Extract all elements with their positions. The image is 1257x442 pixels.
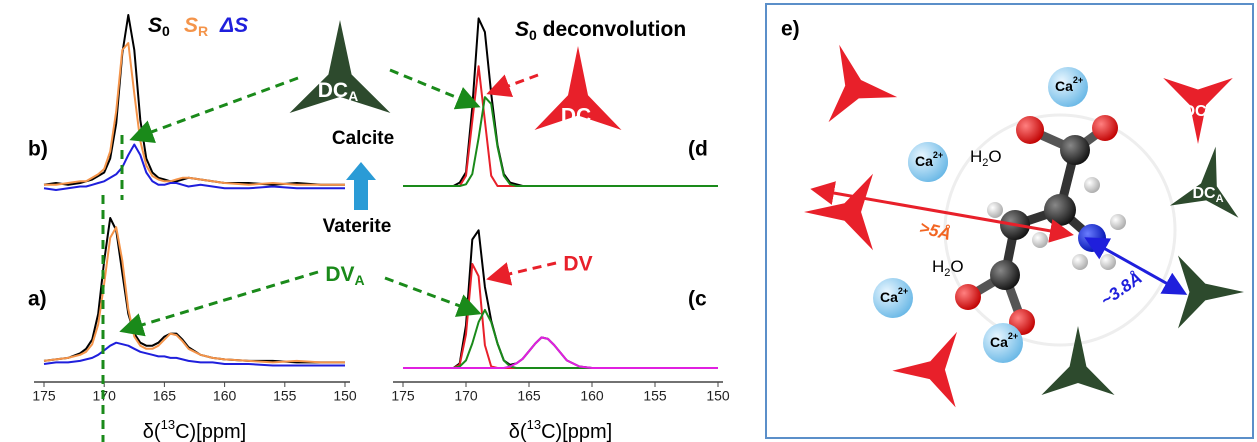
x-tick-label: 165 — [517, 388, 541, 404]
x-tick-label: 175 — [32, 388, 56, 404]
ion-text: Ca — [1055, 78, 1073, 94]
x-tick-label: 155 — [273, 388, 297, 404]
spectrum-line — [43, 341, 345, 367]
legend-entry: ΔS — [219, 14, 248, 37]
x-tick-label: 170 — [454, 388, 478, 404]
diagram-label: e) — [781, 18, 800, 41]
panel-label: (c — [688, 288, 707, 311]
x-axis-title: δ(13C)[ppm] — [143, 417, 246, 442]
spectrum-line — [403, 17, 718, 187]
distance-arrow — [1084, 237, 1188, 295]
ion-text: Ca — [915, 153, 933, 169]
label-text: DC — [318, 79, 348, 102]
ion-text: Ca — [990, 334, 1008, 350]
legend-name: S — [184, 14, 198, 37]
spectrum-line — [403, 96, 718, 187]
vaterite-label: Vaterite — [323, 216, 392, 237]
x-tick-label: 175 — [391, 388, 415, 404]
ion — [908, 142, 948, 182]
water-post: O — [950, 257, 963, 276]
label-sub: A — [1216, 193, 1224, 205]
water-sub: 2 — [982, 157, 988, 169]
water-post: O — [988, 147, 1001, 166]
x-tick-label: 165 — [153, 388, 177, 404]
label-sub: A — [348, 88, 358, 104]
arrow — [384, 276, 482, 317]
legend-entry: SR — [184, 14, 208, 39]
dc-a-label: DCA — [318, 79, 358, 104]
title-sub: 0 — [529, 27, 537, 43]
spectrum-line — [403, 229, 718, 369]
arrow — [129, 76, 299, 144]
ion-charge: 2+ — [1073, 75, 1083, 85]
arrow — [486, 73, 539, 98]
x-axis-title-sup: 13 — [161, 417, 175, 432]
x-axis-title-post: C)[ppm] — [175, 421, 246, 442]
label-text: DV — [325, 263, 354, 286]
title-main: S — [515, 18, 529, 41]
legend-name: S — [148, 14, 162, 37]
water-label: H2O — [932, 257, 964, 278]
x-axis-title-pre: δ( — [143, 421, 161, 442]
ion-labels: Ca2+Ca2+Ca2+Ca2+Ca2+ — [880, 75, 1083, 349]
ion-charge: 2+ — [898, 286, 908, 296]
arrow — [389, 68, 481, 110]
deconvolution-title: S0 deconvolution — [515, 18, 686, 43]
legend-sub: R — [198, 23, 208, 39]
ion-label: Ca2+ — [880, 286, 908, 304]
dc-a-label: DCA — [1192, 185, 1223, 205]
spectrum-line — [403, 308, 718, 369]
water-label: H2O — [970, 147, 1002, 168]
x-tick-label: 155 — [643, 388, 667, 404]
dv-label: DV — [563, 253, 592, 276]
x-tick-label: 160 — [580, 388, 604, 404]
spectrum-line — [43, 217, 345, 364]
x-tick-label: 160 — [213, 388, 237, 404]
x-axis-title-post: C)[ppm] — [541, 421, 612, 442]
ion-charge: 2+ — [933, 150, 943, 160]
spectrum-line — [43, 143, 345, 191]
panel-label: b) — [28, 138, 48, 161]
title-rest: deconvolution — [537, 18, 686, 41]
legend-entry: S0 — [148, 14, 170, 39]
water-sub: 2 — [944, 267, 950, 279]
ion-label: Ca2+ — [915, 150, 943, 168]
spectra: a)175170165160155150δ(13C)[ppm]b)S0SRΔS(… — [28, 14, 730, 442]
panel-label: a) — [28, 288, 47, 311]
arrow — [486, 261, 557, 286]
dv-a-label: DVA — [325, 263, 364, 288]
label-text: DC — [1192, 185, 1216, 202]
spectrum-line — [43, 14, 345, 186]
x-axis-title-pre: δ( — [509, 421, 527, 442]
ion-charge: 2+ — [1008, 331, 1018, 341]
x-tick-label: 150 — [333, 388, 357, 404]
dc-label: DC — [561, 105, 591, 128]
legend-name: ΔS — [219, 14, 248, 37]
dc-label: DC — [1183, 103, 1207, 120]
ion-label: Ca2+ — [990, 331, 1018, 349]
legend-sub: 0 — [162, 23, 170, 39]
x-axis-title-sup: 13 — [527, 417, 541, 432]
panel-label: (d — [688, 138, 708, 161]
water-text: H — [970, 147, 982, 166]
ion-text: Ca — [880, 289, 898, 305]
spectrum-line — [43, 226, 345, 364]
x-tick-label: 150 — [706, 388, 730, 404]
spectrum-line — [44, 42, 345, 186]
spectrum-line — [403, 336, 718, 369]
x-axis-title: δ(13C)[ppm] — [509, 417, 612, 442]
label-sub: A — [355, 272, 365, 288]
water-text: H — [932, 257, 944, 276]
arrow — [119, 270, 319, 337]
calcite-label: Calcite — [332, 128, 394, 149]
phase-arrow — [346, 162, 376, 210]
distance-arrow — [810, 181, 1074, 243]
ion-label: Ca2+ — [1055, 75, 1083, 93]
